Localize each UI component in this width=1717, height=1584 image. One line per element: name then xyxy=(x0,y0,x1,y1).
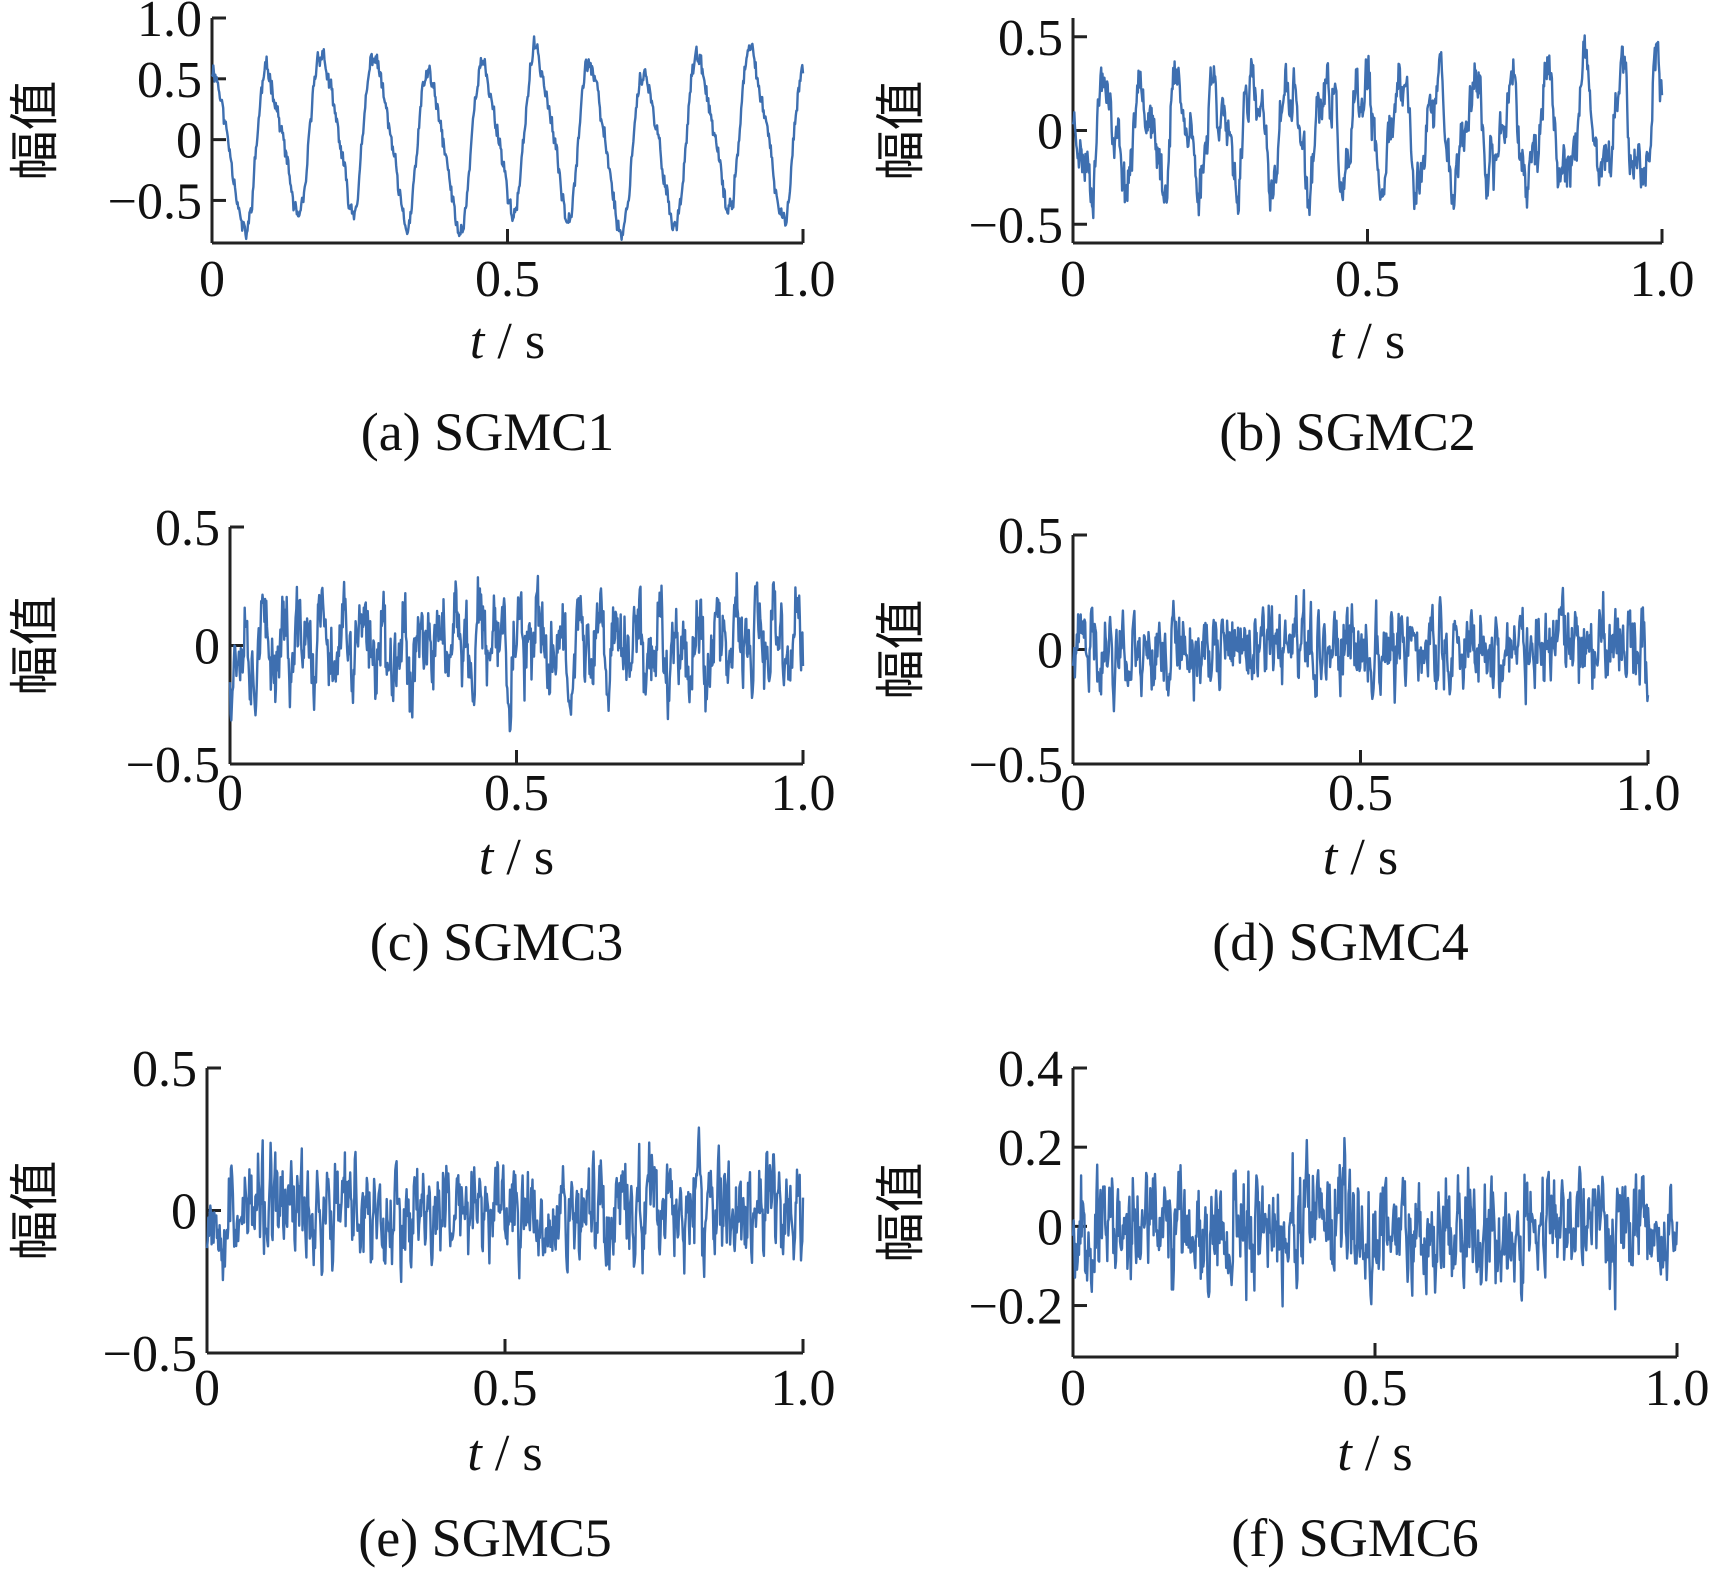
y-tick-label: −0.5 xyxy=(103,1326,197,1383)
y-tick-label: 0 xyxy=(1037,623,1063,680)
series-line-1 xyxy=(228,572,805,733)
y-axis-label: 幅值 xyxy=(872,600,930,700)
y-tick-label: 0.4 xyxy=(998,1041,1063,1098)
chart-panel-1: 1.00.50−0.50 0.5 1.0t / s幅值(a) SGMC1 xyxy=(6,0,836,462)
series-line-1 xyxy=(1071,586,1650,713)
x-axis-label: t / s xyxy=(467,1425,542,1482)
panel-caption: (e) SGMC5 xyxy=(358,1508,612,1568)
chart-panel-2: 0.50−0.50 0.5 1.0t / s幅值(b) SGMC2 xyxy=(872,10,1695,462)
chart-panel-5: 0.50−0.50 0.5 1.0t / s幅值(e) SGMC5 xyxy=(6,1041,836,1568)
y-tick-label: −0.5 xyxy=(108,173,202,230)
x-tick-label: 0 xyxy=(199,251,225,308)
y-tick-label: 0.5 xyxy=(998,508,1063,565)
y-tick-label: 0 xyxy=(194,619,220,676)
panel-caption: (a) SGMC1 xyxy=(361,402,615,462)
x-tick-label: 1.0 xyxy=(771,1360,836,1417)
x-tick-label: 0.5 xyxy=(1335,251,1400,308)
panel-caption: (c) SGMC3 xyxy=(370,912,624,972)
x-tick-label: 0.5 xyxy=(484,765,549,822)
panel-caption: (f) SGMC6 xyxy=(1231,1508,1479,1568)
x-axis-label: t / s xyxy=(1330,313,1405,370)
chart-panel-4: 0.50−0.50 0.5 1.0t / s幅值(d) SGMC4 xyxy=(872,508,1681,972)
y-tick-label: 0 xyxy=(1037,104,1063,161)
x-tick-label: 1.0 xyxy=(1630,251,1695,308)
x-axis-label: t / s xyxy=(470,313,545,370)
y-tick-label: 0 xyxy=(1037,1199,1063,1256)
x-tick-label: 0 xyxy=(194,1360,220,1417)
x-tick-label: 0.5 xyxy=(1343,1360,1408,1417)
y-tick-label: 0.2 xyxy=(998,1120,1063,1177)
y-tick-label: −0.5 xyxy=(969,737,1063,794)
series-line-1 xyxy=(1071,34,1664,220)
series-line-1 xyxy=(205,1126,805,1284)
x-tick-label: 1.0 xyxy=(771,251,836,308)
x-tick-label: 1.0 xyxy=(1645,1360,1710,1417)
x-tick-label: 0.5 xyxy=(473,1360,538,1417)
series-line-1 xyxy=(210,35,805,241)
y-tick-label: 0 xyxy=(171,1184,197,1241)
x-tick-label: 0.5 xyxy=(475,251,540,308)
y-axis-label: 幅值 xyxy=(6,596,64,696)
y-tick-label: 0.5 xyxy=(998,10,1063,67)
series-line-1 xyxy=(1071,1136,1679,1311)
x-axis-label: t / s xyxy=(1337,1425,1412,1482)
y-tick-label: 0.5 xyxy=(132,1041,197,1098)
x-axis-label: t / s xyxy=(1323,829,1398,886)
x-tick-label: 0.5 xyxy=(1328,765,1393,822)
y-tick-label: 0.5 xyxy=(155,500,220,557)
x-tick-label: 0 xyxy=(1060,251,1086,308)
x-axis-label: t / s xyxy=(479,829,554,886)
y-tick-label: 0.5 xyxy=(137,52,202,109)
y-tick-label: 0 xyxy=(176,113,202,170)
x-tick-label: 1.0 xyxy=(771,765,836,822)
y-axis-label: 幅值 xyxy=(872,1163,930,1263)
y-tick-label: −0.5 xyxy=(126,737,220,794)
y-tick-label: −0.5 xyxy=(969,197,1063,254)
y-axis-label: 幅值 xyxy=(872,81,930,181)
x-tick-label: 0 xyxy=(1060,765,1086,822)
x-tick-label: 0 xyxy=(217,765,243,822)
y-axis-label: 幅值 xyxy=(6,1161,64,1261)
y-tick-label: −0.2 xyxy=(969,1279,1063,1336)
chart-panel-6: 0.4 0.2 0 −0.2 0 0.5 1.0 t / s 幅值 (f) SGMC6 xyxy=(872,1041,1710,1568)
x-tick-label: 1.0 xyxy=(1616,765,1681,822)
panel-caption: (b) SGMC2 xyxy=(1219,402,1476,462)
panel-caption: (d) SGMC4 xyxy=(1212,912,1469,972)
y-axis-label: 幅值 xyxy=(6,81,64,181)
x-tick-label: 0 xyxy=(1060,1360,1086,1417)
chart-panel-3: 0.50−0.50 0.5 1.0t / s幅值(c) SGMC3 xyxy=(6,500,836,972)
y-tick-label: 1.0 xyxy=(137,0,202,48)
